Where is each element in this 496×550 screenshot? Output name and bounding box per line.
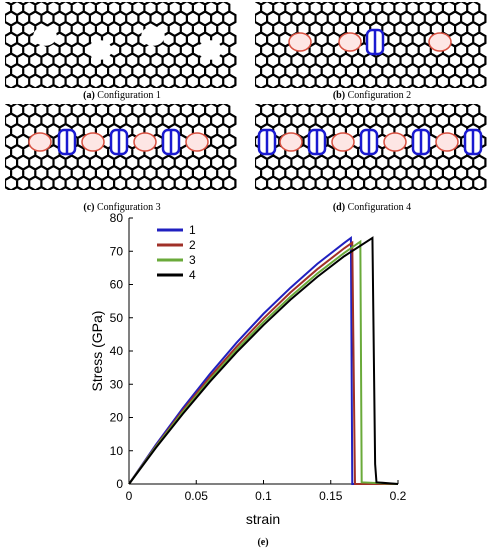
caption-text: Configuration 3 <box>97 202 161 213</box>
y-tick-label: 30 <box>110 377 124 391</box>
caption: (a) Configuration 1 <box>83 90 161 101</box>
hole <box>133 132 157 152</box>
lattice-panel <box>5 2 237 88</box>
x-tick-label: 0.1 <box>255 489 272 503</box>
caption-label: (b) <box>333 90 345 101</box>
hole <box>141 26 165 46</box>
caption-text: Configuration 2 <box>348 90 412 101</box>
caption-label: (d) <box>333 202 345 213</box>
hole <box>198 40 222 60</box>
y-tick-label: 20 <box>110 411 124 425</box>
y-tick-label: 10 <box>110 444 124 458</box>
lattice-clip <box>5 104 237 190</box>
hole <box>185 132 209 152</box>
legend-label: 3 <box>189 253 196 267</box>
lattice-panel <box>5 104 237 190</box>
lattice-clip <box>5 2 237 88</box>
hole <box>279 132 303 152</box>
caption: (b) Configuration 2 <box>333 90 411 101</box>
y-tick-label: 60 <box>110 278 124 292</box>
y-tick-label: 40 <box>110 344 124 358</box>
y-axis-label: Stress (GPa) <box>89 311 105 392</box>
lattice-panel <box>255 104 487 190</box>
y-tick-label: 0 <box>116 477 123 491</box>
hole <box>288 32 312 52</box>
hole <box>338 32 362 52</box>
caption: (c) Configuration 3 <box>83 202 160 213</box>
lattice-clip <box>255 104 487 190</box>
x-tick-label: 0.15 <box>319 489 343 503</box>
caption-text: Configuration 1 <box>97 90 161 101</box>
hole <box>33 26 57 46</box>
lattice-panel <box>255 2 487 88</box>
legend-label: 1 <box>189 223 196 237</box>
caption-label: (a) <box>83 90 95 101</box>
series-line <box>128 240 398 485</box>
chart-caption: (e) <box>257 537 268 548</box>
hole <box>383 132 407 152</box>
caption: (d) Configuration 4 <box>333 202 411 213</box>
y-tick-label: 70 <box>110 244 124 258</box>
x-tick-label: 0.05 <box>185 489 209 503</box>
x-tick-label: 0.2 <box>390 489 407 503</box>
x-tick-label: 0 <box>126 489 133 503</box>
x-axis-label: strain <box>246 511 280 527</box>
legend-label: 4 <box>189 268 196 282</box>
hole <box>88 40 112 60</box>
hole <box>28 132 52 152</box>
lattice <box>255 2 487 88</box>
hole <box>435 132 459 152</box>
series-line <box>128 235 398 485</box>
caption-text: Configuration 4 <box>348 202 412 213</box>
y-tick-label: 50 <box>110 311 124 325</box>
hole <box>331 132 355 152</box>
hole <box>428 32 452 52</box>
hole <box>81 132 105 152</box>
series-line <box>128 239 399 485</box>
series-line <box>128 236 399 485</box>
legend-label: 2 <box>189 238 196 252</box>
y-tick-label: 80 <box>110 211 124 225</box>
caption-label: (c) <box>83 202 94 213</box>
lattice-clip <box>255 2 487 88</box>
panels <box>5 2 487 190</box>
